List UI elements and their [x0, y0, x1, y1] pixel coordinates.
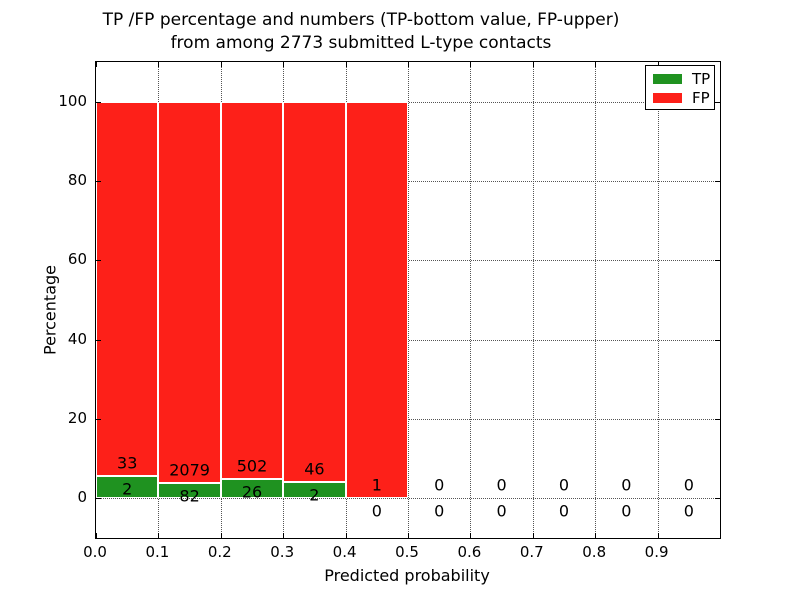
y-tick-mark [96, 181, 101, 182]
y-tick-label: 80 [67, 171, 87, 189]
y-tick-mark-right [715, 419, 720, 420]
x-tick-mark [595, 533, 597, 538]
x-tick-label: 0.9 [644, 543, 669, 561]
y-tick-label: 20 [67, 409, 87, 427]
y-tick-mark [96, 339, 101, 341]
x-tick-mark [532, 533, 534, 538]
plot-area: 33 2 2079 82 502 26 46 2 1 0 0 0 0 0 0 0 0 0 0 0 [95, 61, 721, 539]
fp-count-label: 0 [496, 475, 507, 495]
x-tick-mark-top [657, 62, 659, 67]
bar-segment-tp [220, 478, 284, 499]
fp-count-label: 1 [371, 475, 382, 495]
tp-count-label: 26 [241, 482, 263, 502]
gridline-vertical [532, 62, 534, 538]
x-tick-mark-top [220, 62, 222, 67]
legend-item: TP [653, 70, 714, 88]
x-tick-mark [408, 533, 409, 538]
y-tick-mark [96, 260, 101, 262]
bar-segment-tp [96, 475, 159, 499]
fp-count-label: 33 [117, 453, 138, 473]
x-tick-mark-top [345, 62, 347, 67]
x-tick-mark-top [96, 62, 97, 67]
fp-count-label: 0 [558, 475, 570, 495]
x-tick-label: 0.4 [332, 543, 357, 561]
x-tick-mark [657, 533, 659, 538]
chart-title-line2: from among 2773 submitted L-type contact… [170, 33, 552, 53]
gridline-vertical [408, 62, 409, 538]
x-tick-label: 0.1 [145, 543, 170, 561]
tp-count-label: 2 [309, 485, 320, 505]
tp-legend-swatch [653, 74, 682, 84]
x-tick-label: 0.0 [83, 543, 107, 561]
tp-count-label: 0 [496, 501, 507, 521]
bar-segment-fp [220, 101, 284, 479]
x-tick-mark-top [158, 62, 160, 67]
tp-count-label: 0 [371, 501, 382, 521]
x-tick-label: 0.5 [395, 543, 419, 561]
x-tick-label: 0.3 [270, 543, 295, 561]
bar-segment-tp [158, 483, 221, 499]
x-tick-mark-top [595, 62, 597, 67]
x-tick-mark-top [408, 62, 409, 67]
legend-label: FP [692, 89, 710, 107]
fp-count-label: 0 [683, 475, 694, 495]
bar-segment-fp [283, 101, 346, 482]
y-tick-label: 0 [77, 488, 87, 507]
fp-legend-swatch [653, 93, 682, 103]
y-tick-label: 60 [67, 250, 87, 269]
tp-count-label: 0 [434, 501, 445, 521]
y-tick-mark-right [715, 101, 720, 103]
tp-count-label: 2 [122, 479, 133, 499]
bar-segment-fp [345, 101, 408, 499]
x-tick-mark [96, 533, 97, 538]
x-tick-mark-top [532, 62, 534, 67]
tp-count-label: 0 [683, 501, 694, 521]
y-tick-label: 40 [67, 329, 87, 348]
x-tick-mark [220, 533, 222, 538]
fp-count-label: 2079 [169, 460, 210, 480]
legend: TP FP [645, 65, 715, 110]
x-tick-mark-top [283, 62, 285, 67]
bar-segment-tp [283, 481, 346, 499]
fp-count-label: 502 [236, 456, 268, 476]
x-tick-label: 0.2 [207, 543, 232, 561]
x-tick-label: 0.7 [519, 543, 544, 561]
gridline-vertical [470, 62, 472, 538]
legend-label: TP [692, 70, 711, 88]
legend-item: FP [653, 89, 714, 107]
y-tick-mark [96, 498, 101, 500]
chart-title-line1: TP /FP percentage and numbers (TP-bottom… [102, 10, 620, 30]
y-tick-label: 100 [58, 91, 87, 110]
x-tick-mark [345, 533, 347, 538]
gridline-vertical [657, 62, 659, 538]
y-tick-mark-right [715, 260, 720, 262]
x-axis-label: Predicted probability [324, 566, 490, 585]
tp-count-label: 0 [621, 501, 632, 521]
bar-segment-fp [96, 101, 159, 476]
fp-count-label: 46 [304, 459, 325, 479]
y-tick-mark-right [715, 339, 720, 341]
y-tick-mark-right [715, 181, 720, 182]
x-tick-label: 0.8 [582, 543, 607, 561]
x-tick-mark [470, 533, 472, 538]
tp-count-label: 0 [558, 501, 570, 521]
tp-count-label: 82 [179, 486, 200, 506]
fp-count-label: 0 [621, 475, 632, 495]
gridline-vertical [595, 62, 597, 538]
fp-count-label: 0 [434, 475, 445, 495]
chart-title: TP /FP percentage and numbers (TP-bottom… [103, 9, 620, 55]
x-tick-mark-top [470, 62, 472, 67]
x-tick-label: 0.6 [457, 543, 482, 561]
y-tick-mark [96, 419, 101, 420]
bar-segment-fp [158, 101, 221, 484]
y-tick-mark [96, 101, 101, 103]
y-tick-mark-right [715, 498, 720, 500]
x-tick-mark [158, 533, 160, 538]
x-tick-mark [283, 533, 285, 538]
